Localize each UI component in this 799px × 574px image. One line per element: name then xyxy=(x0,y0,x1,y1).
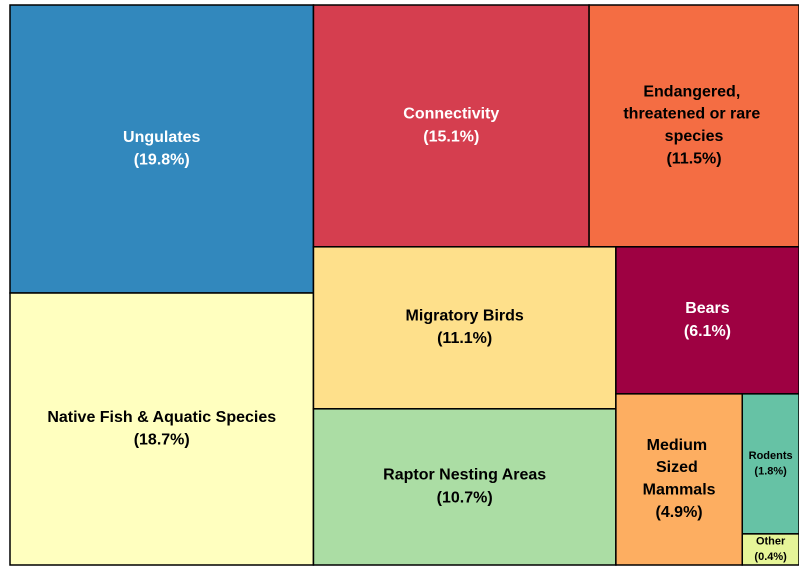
tile-value-label: (19.8%) xyxy=(134,151,190,168)
tile-label: Connectivity xyxy=(403,106,499,123)
tile xyxy=(312,408,617,566)
tile-value-label: (0.4%) xyxy=(754,551,787,563)
tile-value-label: (11.1%) xyxy=(437,330,492,347)
tile xyxy=(615,246,799,395)
tile-value-label: (18.7%) xyxy=(134,431,190,448)
tile-label: Migratory Birds xyxy=(406,308,524,325)
tile-label: Bears xyxy=(685,300,730,317)
tile-label: Endangered, threatened or rare species xyxy=(623,84,764,146)
tile-value-label: (4.9%) xyxy=(656,504,703,521)
tile-label: Raptor Nesting Areas xyxy=(383,467,546,484)
tile-label: Native Fish & Aquatic Species xyxy=(47,409,276,426)
tile-label: Rodents xyxy=(749,450,793,462)
tile-value-label: (15.1%) xyxy=(423,128,479,145)
tile-value-label: (6.1%) xyxy=(684,323,731,340)
tile xyxy=(741,393,799,535)
tile-label: Medium Sized Mammals xyxy=(643,437,716,499)
tile xyxy=(9,4,315,294)
tile-value-label: (10.7%) xyxy=(437,489,493,506)
tile-label: Other xyxy=(756,536,786,548)
tile-value-label: (1.8%) xyxy=(754,465,787,477)
tile xyxy=(9,292,315,566)
tile-value-label: (11.5%) xyxy=(666,151,721,168)
tile xyxy=(741,533,799,566)
tile xyxy=(588,4,799,248)
tile-label: Ungulates xyxy=(123,129,200,146)
tile xyxy=(615,393,744,566)
tile xyxy=(312,246,617,410)
tile xyxy=(312,4,590,248)
